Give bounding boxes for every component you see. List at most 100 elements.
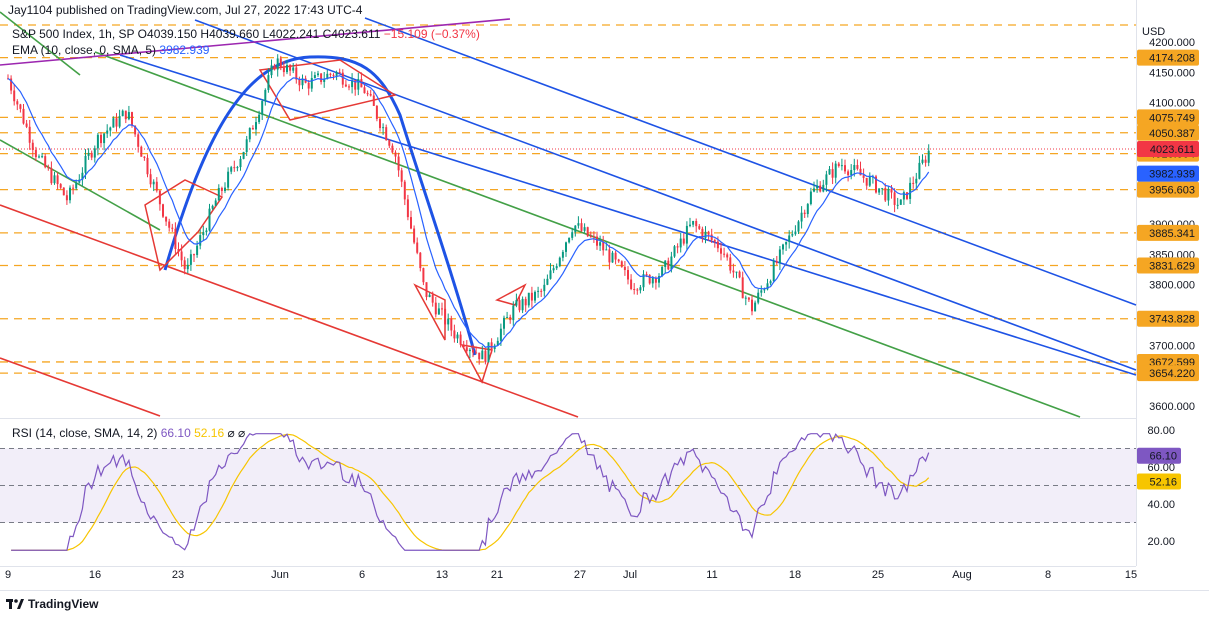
rsi-tick-label: 40.00	[1147, 499, 1175, 511]
candle-body	[44, 156, 47, 168]
y-tick-label: 4100.000	[1149, 98, 1195, 110]
candle	[695, 218, 698, 233]
candle-body	[803, 212, 806, 215]
candle-body	[735, 271, 738, 273]
currency-label: USD	[1142, 26, 1165, 38]
candle	[642, 270, 645, 291]
candle	[713, 238, 716, 248]
candle	[487, 342, 490, 363]
candle	[822, 179, 825, 193]
candle-body	[884, 188, 887, 201]
candle-body	[434, 302, 437, 315]
candle	[723, 247, 726, 258]
candle-body	[707, 231, 710, 235]
candle	[53, 171, 56, 185]
candle	[292, 63, 295, 74]
candle-body	[468, 349, 471, 352]
candle-body	[633, 288, 636, 290]
y-tick-label: 3800.000	[1149, 280, 1195, 292]
candle	[577, 216, 580, 229]
candle-body	[162, 204, 164, 217]
level-tag	[1137, 124, 1199, 141]
candle	[689, 217, 691, 228]
tradingview-logo[interactable]: TradingView	[6, 597, 98, 611]
candle-body	[239, 158, 242, 168]
candle-body	[264, 89, 267, 102]
change-value: −15.109 (−0.37%)	[383, 27, 480, 41]
candle-body	[899, 199, 902, 205]
candle	[366, 90, 369, 97]
candle	[760, 285, 763, 297]
candle-body	[177, 248, 180, 252]
level-tag	[1137, 257, 1199, 274]
candle	[456, 332, 459, 344]
candle	[96, 132, 99, 156]
candle	[757, 289, 760, 305]
legend-rsi: RSI (14, close, SMA, 14, 2) 66.10 52.16 …	[12, 426, 245, 440]
candle-body	[782, 244, 784, 250]
candle-body	[806, 204, 809, 215]
candle-body	[152, 181, 155, 185]
candle	[751, 295, 753, 316]
candle-body	[568, 237, 571, 243]
candle	[100, 132, 102, 148]
candle	[850, 164, 853, 180]
candle-body	[586, 227, 589, 237]
candle	[611, 250, 614, 263]
candle	[496, 337, 499, 346]
candle-body	[425, 282, 428, 298]
candle-body	[19, 104, 22, 109]
candle	[103, 132, 106, 151]
candle	[233, 160, 236, 172]
candle	[276, 54, 279, 77]
x-tick-label: 9	[5, 569, 11, 581]
candle-body	[193, 254, 195, 256]
candle	[803, 209, 806, 218]
candle	[38, 154, 40, 159]
candle	[772, 258, 775, 283]
candle-body	[537, 290, 540, 292]
candle	[369, 89, 372, 97]
x-tick-label: 6	[359, 569, 365, 581]
candle	[332, 73, 335, 80]
candle-body	[292, 67, 295, 71]
candle	[797, 220, 800, 235]
candle-body	[524, 298, 527, 306]
candle	[704, 226, 707, 244]
candle-body	[484, 350, 487, 363]
candle-body	[13, 90, 16, 102]
candle-body	[664, 260, 667, 267]
candle	[627, 266, 629, 285]
candle-body	[462, 344, 465, 348]
candle-body	[605, 249, 608, 251]
candle	[279, 55, 282, 71]
candle	[313, 71, 316, 79]
candle-body	[406, 199, 409, 218]
candle-body	[410, 217, 412, 229]
candle-body	[645, 274, 648, 276]
candle-body	[682, 238, 685, 244]
candle	[546, 274, 549, 286]
level-tag	[1137, 365, 1199, 382]
candle	[865, 177, 868, 190]
red-channel-bottom	[0, 357, 161, 417]
candle	[682, 233, 685, 246]
candle-body	[549, 270, 552, 279]
candle	[220, 186, 223, 196]
candle-body	[214, 200, 217, 206]
candle-body	[503, 317, 505, 329]
rsi-settings-icon[interactable]: ⌀ ⌀	[227, 426, 246, 440]
candle	[44, 153, 47, 169]
candle-body	[726, 254, 729, 258]
candle-body	[797, 221, 800, 232]
candle-body	[189, 254, 192, 265]
candle	[794, 225, 797, 236]
candle	[264, 88, 267, 106]
candle	[468, 348, 471, 358]
candle	[658, 273, 660, 288]
rsi-tag	[1137, 447, 1181, 464]
candle-body	[183, 260, 186, 270]
candle-body	[654, 277, 657, 283]
